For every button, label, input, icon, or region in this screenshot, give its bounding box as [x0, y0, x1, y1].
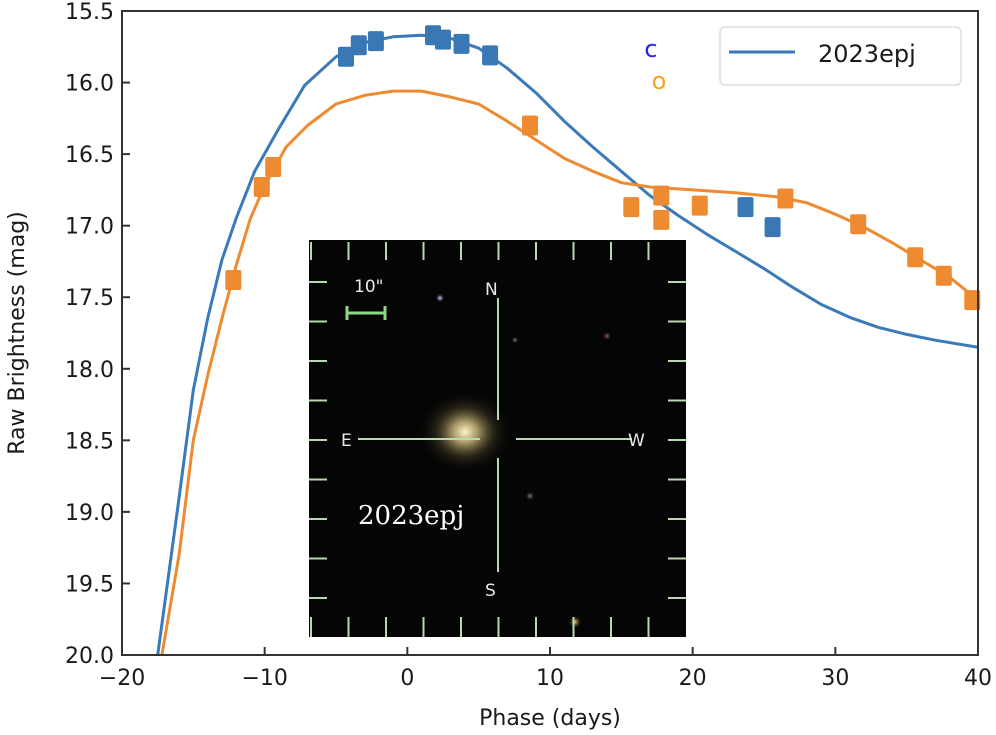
y-tick-label: 18.0	[65, 358, 114, 383]
compass-south: S	[485, 581, 496, 601]
y-tick-label: 20.0	[65, 644, 114, 669]
y-axis-ticks: 15.5 16.0 16.5 17.0 17.5 18.0 18.5 19.0 19.5 20.0	[65, 0, 130, 669]
data-point-o-7	[691, 195, 708, 216]
data-point-o-10	[907, 247, 924, 268]
data-point-o-3	[522, 115, 538, 136]
data-point-c-6	[482, 45, 499, 66]
data-points-layer	[225, 25, 981, 311]
data-point-c-8	[764, 217, 781, 238]
data-point-c-4	[435, 29, 451, 50]
x-tick-label: 0	[400, 666, 414, 691]
compass-east: E	[341, 431, 352, 451]
fit-lines-layer	[156, 33, 978, 655]
data-point-o-11	[935, 265, 952, 286]
data-point-o-0	[225, 270, 242, 290]
y-tick-label: 15.5	[65, 0, 114, 25]
star-red	[602, 331, 612, 341]
data-point-o-6	[653, 209, 670, 230]
x-axis-ticks: −20 −10 0 10 20 30 40	[99, 647, 992, 691]
data-point-c-2	[367, 31, 384, 52]
filter-label-c: c	[644, 35, 657, 63]
x-tick-label: 10	[536, 666, 564, 691]
inset-frame-ticks	[309, 242, 686, 637]
data-point-o-8	[777, 188, 794, 209]
x-tick-label: −20	[99, 666, 145, 691]
data-point-o-12	[964, 290, 981, 311]
inset-sky-image: 10" N S E W 2023epj	[309, 240, 686, 637]
y-tick-label: 18.5	[65, 429, 114, 454]
x-tick-label: −10	[241, 666, 287, 691]
star-green	[525, 491, 535, 501]
inset-object-label: 2023epj	[358, 501, 464, 531]
compass-west: W	[628, 431, 645, 451]
host-galaxy	[417, 390, 513, 474]
y-tick-label: 19.0	[65, 501, 114, 526]
filter-label-o: o	[652, 67, 667, 95]
y-axis-label: Raw Brightness (mag)	[5, 211, 30, 455]
star-blue	[435, 293, 445, 303]
legend-box	[719, 26, 962, 86]
scale-label: 10"	[354, 277, 383, 297]
data-point-o-1	[253, 177, 270, 197]
data-point-o-5	[653, 185, 670, 206]
data-point-c-5	[453, 33, 470, 54]
y-tick-label: 16.5	[65, 143, 114, 168]
fit-line-c	[156, 33, 978, 655]
x-tick-label: 40	[964, 666, 992, 691]
x-axis-label: Phase (days)	[479, 706, 621, 731]
legend-label: 2023epj	[818, 40, 916, 68]
data-point-c-0	[338, 46, 354, 67]
data-point-o-9	[850, 214, 867, 235]
star-faint	[511, 336, 519, 344]
star-orange	[568, 615, 582, 629]
data-point-c-7	[737, 197, 754, 218]
x-tick-label: 20	[679, 666, 707, 691]
data-point-o-4	[623, 197, 640, 218]
data-point-c-1	[350, 35, 367, 56]
y-tick-label: 16.0	[65, 72, 114, 97]
data-point-o-2	[265, 157, 282, 177]
fit-line-o	[160, 89, 978, 655]
y-tick-label: 17.0	[65, 215, 114, 240]
y-tick-label: 19.5	[65, 572, 114, 597]
compass-north: N	[485, 280, 498, 300]
legend: 2023epj	[719, 26, 962, 86]
x-tick-label: 30	[821, 666, 849, 691]
y-tick-label: 17.5	[65, 286, 114, 311]
